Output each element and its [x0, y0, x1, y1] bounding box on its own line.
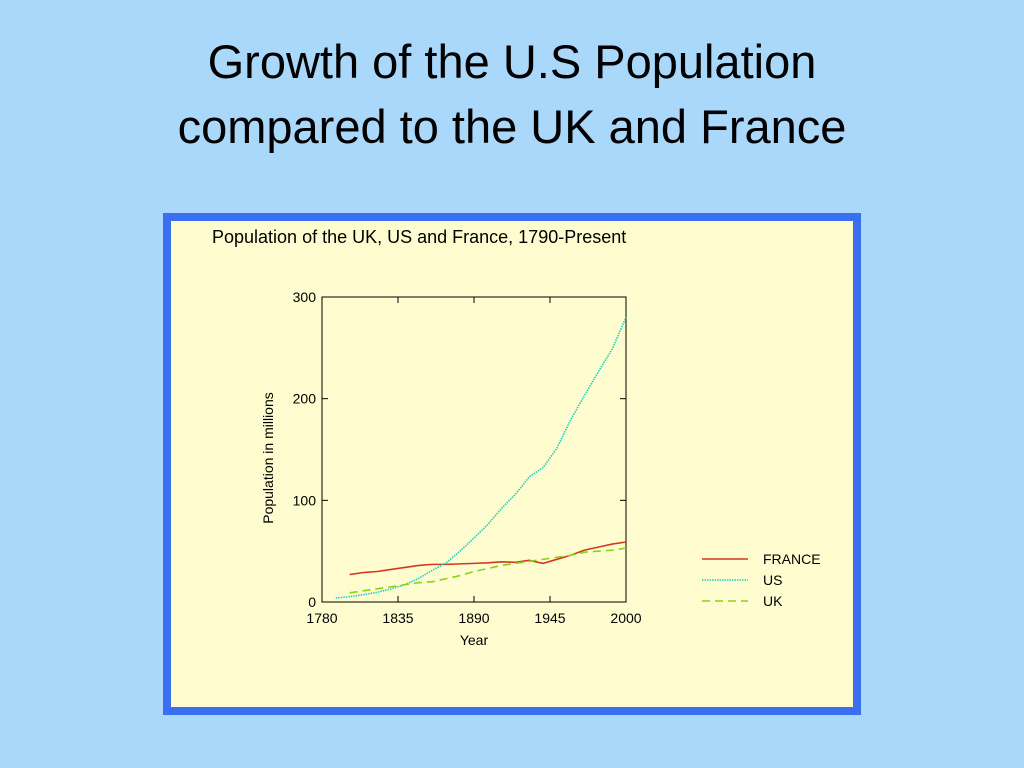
legend-label: UK — [763, 593, 783, 609]
legend-label: FRANCE — [763, 551, 821, 567]
series-line — [349, 547, 627, 594]
y-axis-label: Population in millions — [260, 392, 276, 524]
series-line — [349, 541, 627, 576]
legend-label: US — [763, 572, 782, 588]
series-line — [335, 317, 627, 599]
x-tick-label: 1945 — [534, 610, 565, 626]
x-axis-label: Year — [460, 632, 489, 648]
y-tick-label: 200 — [293, 391, 317, 407]
x-tick-label: 1890 — [458, 610, 489, 626]
x-tick-label: 1780 — [306, 610, 337, 626]
y-tick-label: 0 — [308, 594, 316, 610]
chart-frame — [163, 213, 861, 715]
chart-title: Population of the UK, US and France, 179… — [212, 227, 626, 247]
x-tick-label: 1835 — [382, 610, 413, 626]
slide-title: Growth of the U.S Population — [208, 35, 817, 88]
slide-title: compared to the UK and France — [178, 100, 847, 153]
y-tick-label: 100 — [293, 492, 317, 508]
y-tick-label: 300 — [293, 289, 317, 305]
x-tick-label: 2000 — [610, 610, 641, 626]
